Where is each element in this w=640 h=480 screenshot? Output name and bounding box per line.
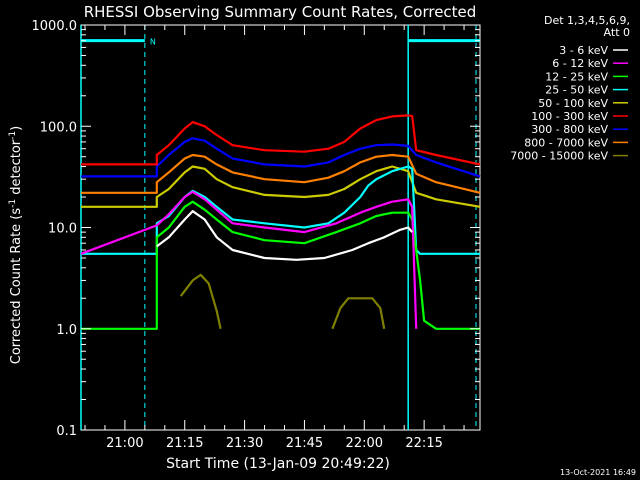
footer-date: 13-Oct-2021 16:49 bbox=[560, 468, 636, 477]
legend-entry-label: 3 - 6 keV bbox=[559, 44, 608, 57]
legend-entry-label: 800 - 7000 keV bbox=[524, 136, 608, 149]
legend-entry-label: 7000 - 15000 keV bbox=[510, 150, 608, 163]
x-axis: 21:00 21:15 21:30 21:45 22:00 22:15 bbox=[84, 25, 465, 451]
series-line bbox=[81, 114, 481, 166]
y-tick-label: 10.0 bbox=[48, 222, 77, 237]
legend-entry-label: 25 - 50 keV bbox=[545, 84, 608, 97]
x-tick-label: 21:00 bbox=[106, 436, 143, 451]
legend-entry-label: 12 - 25 keV bbox=[545, 70, 608, 83]
legend-header: Att 0 bbox=[604, 26, 630, 39]
y-tick-label: 1.0 bbox=[56, 323, 77, 338]
legend-entry-label: 100 - 300 keV bbox=[531, 110, 608, 123]
plot-area: N bbox=[80, 24, 481, 431]
legend-entry-label: 50 - 100 keV bbox=[538, 97, 608, 110]
series-line bbox=[80, 190, 418, 329]
series-line bbox=[156, 210, 414, 261]
y-axis: 0.1 1.0 10.0 100.0 1000.0 bbox=[32, 19, 480, 439]
attenuator-label: N bbox=[150, 38, 156, 47]
x-axis-label: Start Time (13-Jan-09 20:49:22) bbox=[166, 456, 390, 472]
y-tick-label: 1000.0 bbox=[32, 19, 78, 34]
x-tick-label: 21:45 bbox=[286, 436, 323, 451]
x-tick-label: 21:30 bbox=[226, 436, 263, 451]
legend-entry-label: 300 - 800 keV bbox=[531, 123, 608, 136]
y-axis-label: Corrected Count Rate (s-1 detector-1) bbox=[8, 126, 24, 364]
x-tick-label: 22:15 bbox=[405, 436, 442, 451]
series-line bbox=[81, 153, 481, 194]
x-tick-label: 22:00 bbox=[346, 436, 383, 451]
series-line bbox=[81, 165, 481, 208]
x-tick-label: 21:15 bbox=[166, 436, 203, 451]
series-line bbox=[179, 273, 386, 330]
chart-title: RHESSI Observing Summary Count Rates, Co… bbox=[84, 3, 477, 21]
series-line bbox=[81, 200, 480, 330]
legend-entry-label: 6 - 12 keV bbox=[552, 57, 608, 70]
y-tick-label: 0.1 bbox=[56, 424, 77, 439]
y-tick-label: 100.0 bbox=[40, 120, 77, 135]
series-line bbox=[81, 137, 481, 178]
legend-header: Det 1,3,4,5,6,9, bbox=[544, 14, 630, 27]
